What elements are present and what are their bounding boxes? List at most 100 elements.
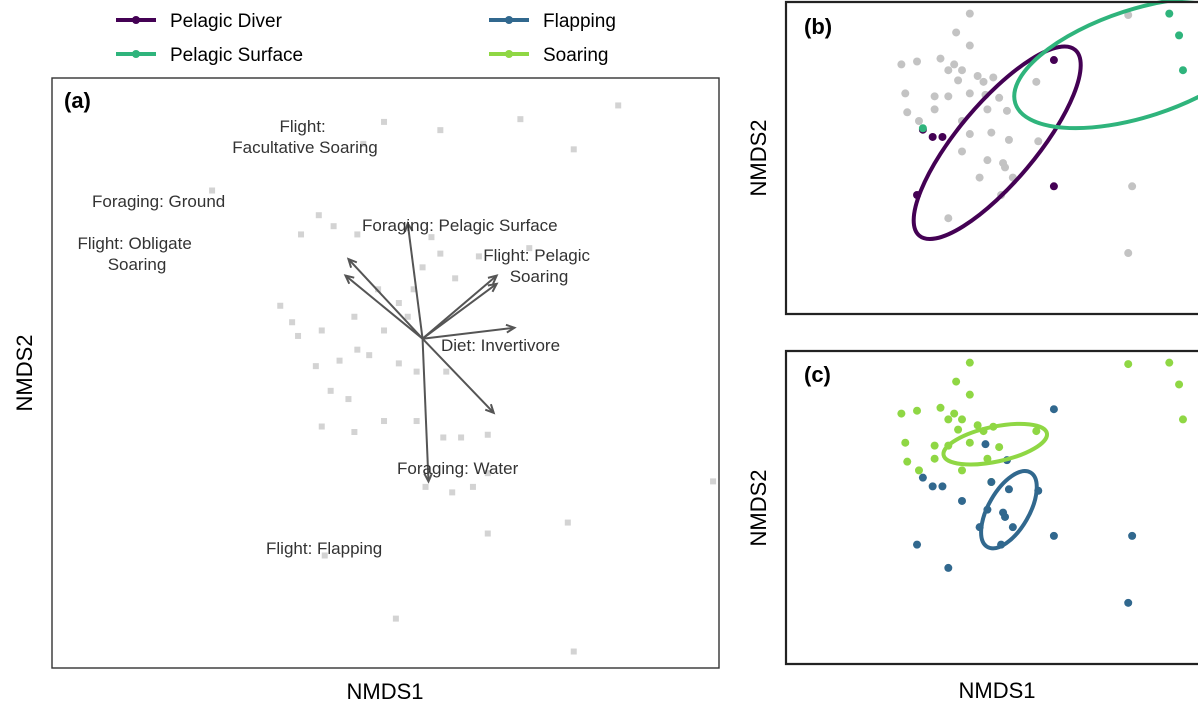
panel-b-frame <box>784 0 1198 316</box>
site-point <box>428 234 435 241</box>
data-point <box>989 73 998 82</box>
data-point <box>1124 598 1133 607</box>
site-point <box>345 396 352 403</box>
site-point <box>710 478 717 485</box>
panel-a-tag: (a) <box>64 88 91 113</box>
vector-arrowhead <box>403 221 414 233</box>
confidence-ellipse <box>911 44 1083 241</box>
panel-b-ellipses <box>911 0 1198 241</box>
site-point <box>440 434 447 441</box>
data-point <box>930 441 939 450</box>
site-point <box>526 245 533 252</box>
panel-c-points <box>897 358 1187 607</box>
data-point <box>944 563 953 572</box>
data-point <box>958 66 966 75</box>
panel-c-xlabel: NMDS1 <box>958 678 1035 703</box>
confidence-ellipse <box>979 469 1039 551</box>
data-point <box>979 77 988 86</box>
legend-label: Pelagic Diver <box>170 11 283 32</box>
site-point <box>517 116 524 123</box>
site-point <box>381 327 388 334</box>
panel-a-points <box>209 102 717 655</box>
data-point <box>987 128 996 137</box>
site-point <box>312 363 319 370</box>
site-point <box>449 489 456 496</box>
panel-c-frame <box>784 349 1198 666</box>
data-point <box>918 473 927 482</box>
vector-label: Foraging: Ground <box>92 192 225 211</box>
site-point <box>375 286 382 293</box>
loading-vector <box>421 283 498 340</box>
site-point <box>419 264 426 271</box>
data-point <box>983 156 992 165</box>
site-point <box>395 360 402 367</box>
loading-vector <box>421 274 498 340</box>
vector-label: Flight: Flapping <box>266 539 382 558</box>
site-point <box>277 302 284 309</box>
site-point <box>413 418 420 425</box>
data-point <box>965 89 974 98</box>
legend-swatch-dot <box>505 16 513 24</box>
site-point <box>315 212 322 219</box>
legend-item-pelagic-surface: Pelagic Surface <box>116 45 303 66</box>
data-point <box>913 540 922 549</box>
data-point <box>1175 31 1184 40</box>
legend-item-pelagic-diver: Pelagic Diver <box>116 11 283 32</box>
site-point <box>452 275 459 282</box>
data-point <box>958 415 966 424</box>
site-point <box>395 300 402 307</box>
data-point <box>1165 358 1174 367</box>
data-point <box>995 93 1004 102</box>
data-point <box>914 466 923 475</box>
data-point <box>1178 415 1187 424</box>
data-point <box>1049 56 1058 65</box>
vector-label-line: Flight: Obligate <box>77 234 191 253</box>
vector-label: Flight: Pelagic Soaring <box>483 246 595 286</box>
data-point <box>983 105 992 114</box>
data-point <box>1165 9 1174 18</box>
legend-item-flapping: Flapping <box>489 11 616 32</box>
data-point <box>930 454 939 463</box>
data-point <box>1128 182 1137 191</box>
legend-label: Pelagic Surface <box>170 45 303 66</box>
site-point <box>458 434 465 441</box>
panel-b: (b) NMDS2 <box>746 0 1198 316</box>
data-point <box>1034 137 1043 146</box>
panel-a-ylabel: NMDS2 <box>12 334 37 411</box>
panel-b-ylabel: NMDS2 <box>746 119 771 196</box>
site-point <box>437 250 444 257</box>
data-point <box>981 440 990 449</box>
site-point <box>330 223 337 230</box>
site-point <box>321 552 328 559</box>
data-point <box>965 358 974 367</box>
confidence-ellipse <box>941 421 1050 467</box>
site-point <box>484 530 491 537</box>
vector-label: Flight: Obligate Soaring <box>77 234 196 274</box>
data-point <box>975 173 984 182</box>
vector-arrowhead <box>487 274 499 285</box>
data-point <box>987 478 996 487</box>
data-point <box>1049 405 1058 414</box>
data-point <box>1032 427 1041 436</box>
vector-arrowhead <box>505 323 517 334</box>
data-point <box>1002 106 1011 115</box>
data-point <box>936 54 945 63</box>
loading-vector <box>347 258 424 340</box>
panel-c: (c) NMDS2 NMDS1 <box>746 349 1198 703</box>
vector-label-line: Soaring <box>108 255 167 274</box>
data-point <box>958 147 966 156</box>
vector-arrowhead <box>343 274 355 285</box>
data-point <box>954 425 963 434</box>
site-point <box>570 146 577 153</box>
site-point <box>615 102 622 109</box>
legend: Pelagic Diver Pelagic Surface Flapping S… <box>116 11 616 66</box>
site-point <box>318 327 325 334</box>
data-point <box>1175 380 1184 389</box>
vector-label-line: Flight: Pelagic <box>483 246 590 265</box>
panel-a-vectors <box>343 221 517 484</box>
vector-label: Flight: Facultative Soaring <box>232 117 378 157</box>
data-point <box>952 377 961 386</box>
data-point <box>950 409 959 418</box>
site-point <box>318 423 325 430</box>
site-point <box>298 231 305 238</box>
